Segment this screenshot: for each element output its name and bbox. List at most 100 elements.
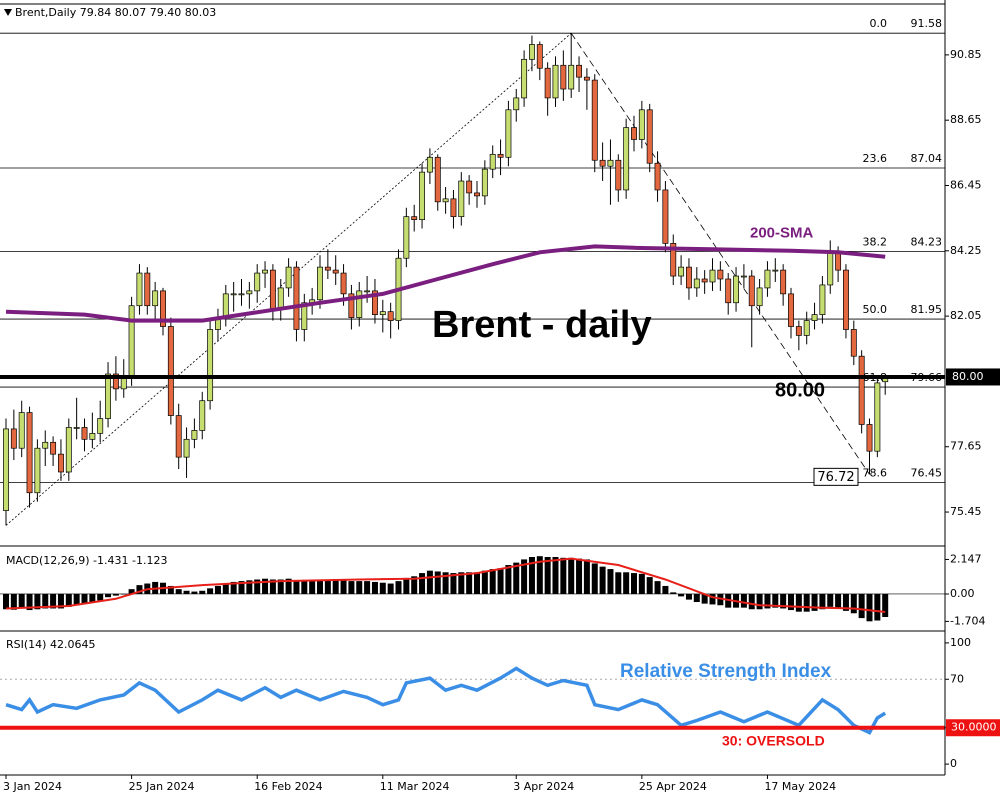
candle-body — [411, 216, 418, 220]
macd-bar — [50, 593, 57, 609]
candle-body — [73, 427, 80, 429]
candle-body — [372, 290, 378, 315]
macd-bar — [97, 593, 104, 601]
candle-body — [387, 311, 394, 321]
x-tick-label: 17 May 2024 — [764, 780, 836, 793]
candle-body — [332, 269, 339, 274]
candle-body — [97, 418, 104, 434]
candle-body — [183, 438, 190, 458]
macd-bar — [81, 593, 88, 604]
candle-body — [717, 269, 724, 280]
candle-body — [324, 266, 331, 271]
macd-bar — [795, 593, 802, 612]
candle-body — [277, 287, 284, 310]
candle-body — [57, 453, 64, 473]
macd-bar — [623, 572, 630, 594]
y-tick-label: 100 — [950, 636, 971, 649]
macd-bar — [772, 593, 779, 608]
signal-value: -1.123 — [132, 554, 167, 567]
macd-bar — [701, 593, 708, 604]
macd-bar — [57, 593, 64, 609]
macd-bar — [528, 557, 535, 594]
symbol: Brent,Daily — [15, 6, 77, 19]
candle-body — [317, 266, 323, 301]
y-tick-label: 0 — [950, 757, 957, 770]
candle-body — [748, 275, 755, 307]
candle-body — [81, 427, 88, 440]
macd-bar — [136, 585, 143, 594]
candle-body — [152, 290, 159, 307]
macd-bar — [819, 593, 826, 610]
macd-bar — [842, 593, 849, 611]
fib-price-label: 76.45 — [911, 466, 943, 479]
menu-triangle[interactable] — [4, 9, 12, 16]
candle-body — [725, 278, 732, 304]
macd-bar — [544, 557, 551, 594]
candle-body — [583, 76, 590, 81]
candle-body — [246, 290, 253, 295]
macd-bar — [552, 557, 559, 594]
candle-body — [285, 266, 292, 289]
macd-bar — [670, 592, 677, 594]
macd-bar — [709, 593, 716, 605]
candle-body — [513, 97, 520, 111]
macd-bar — [481, 570, 488, 594]
candle-body — [709, 269, 716, 283]
candle-body — [356, 290, 363, 318]
macd-bar — [426, 570, 433, 594]
price-header: Brent,Daily 79.84 80.07 79.40 80.03 — [15, 6, 216, 19]
oversold-tag-label: 30.0000 — [951, 721, 997, 734]
macd-bar — [607, 569, 614, 594]
macd-bar — [128, 589, 135, 594]
macd-bar — [364, 581, 371, 594]
candle-body — [191, 430, 198, 440]
candle-body — [458, 180, 465, 218]
y-tick-label: 84.25 — [950, 244, 982, 257]
macd-bar — [419, 573, 426, 594]
candle-body — [505, 109, 512, 158]
macd-bar — [466, 572, 473, 594]
candle-body — [638, 109, 645, 140]
macd-bar — [324, 579, 331, 594]
price-tag — [946, 368, 1000, 386]
macd-bar — [748, 593, 755, 610]
candle-body — [803, 320, 810, 336]
macd-bar — [835, 593, 842, 608]
macd-bar — [254, 579, 261, 594]
oversold-annotation: 30: OVERSOLD — [722, 732, 825, 748]
price-tag-label: 80.00 — [952, 370, 984, 383]
candle-body — [819, 284, 826, 315]
macd-bar — [348, 581, 355, 594]
candle-body — [654, 162, 661, 191]
macd-bar — [434, 571, 441, 594]
candle-body — [105, 373, 111, 419]
macd-bar — [269, 579, 276, 594]
candle-body — [65, 427, 72, 473]
candle-body — [576, 64, 583, 78]
macd-bar — [756, 593, 763, 610]
macd-value: -1.431 — [93, 554, 128, 567]
macd-bar — [65, 593, 72, 607]
x-tick-label: 25 Apr 2024 — [639, 780, 707, 793]
macd-bar — [505, 565, 512, 594]
macd-bar — [874, 593, 881, 621]
candle-body — [521, 58, 528, 99]
macd-bar — [317, 580, 323, 594]
macd-bar — [356, 581, 363, 594]
candle-body — [160, 290, 166, 327]
candle-body — [827, 251, 834, 286]
candle-body — [733, 275, 740, 304]
macd-bar — [513, 562, 520, 594]
macd-bar — [222, 583, 229, 594]
candle-body — [254, 272, 261, 292]
macd-bar — [301, 581, 308, 594]
candle-body — [740, 275, 747, 278]
candle-body — [348, 293, 355, 318]
macd-bar — [18, 593, 25, 609]
candle-body — [426, 156, 433, 173]
macd-bar — [583, 559, 590, 594]
y-tick-label: -1.704 — [950, 614, 985, 627]
low-box — [813, 467, 859, 486]
macd-bar — [788, 593, 794, 611]
macd-bar — [568, 557, 575, 594]
